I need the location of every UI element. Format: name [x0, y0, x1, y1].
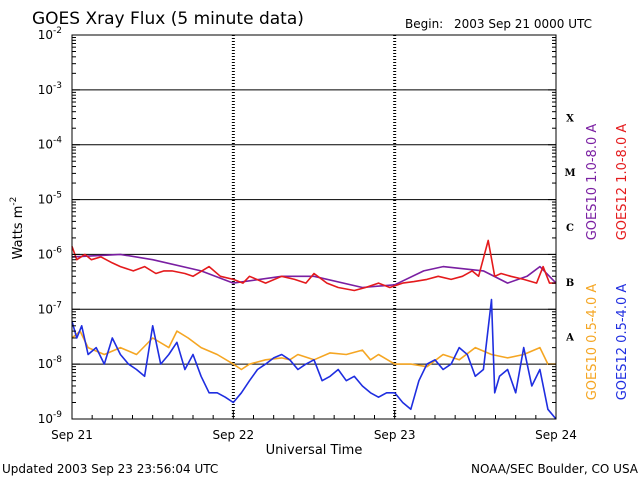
y-tick-base: 10: [38, 83, 53, 97]
flare-class-m: M: [564, 168, 575, 179]
y-tick-label-7: 10-9: [38, 410, 63, 426]
series-line-3: [71, 298, 557, 420]
legend-entry-1: GOES12 1.0-8.0 A: [615, 124, 630, 241]
begin-value: 2003 Sep 21 0000 UTC: [454, 17, 592, 31]
updated-timestamp: Updated 2003 Sep 23 23:56:04 UTC: [2, 462, 218, 476]
x-tick-label-0: Sep 21: [51, 428, 93, 442]
legend: GOES10 1.0-8.0 A GOES12 1.0-8.0 A GOES10 0…: [585, 124, 630, 401]
series-line-1: [71, 239, 556, 292]
flare-class-labels: X M C B A: [564, 113, 575, 343]
y-tick-base: 10: [38, 247, 53, 261]
y-tick-label-0: 10-2: [38, 26, 62, 42]
y-tick-exponent: -8: [53, 355, 62, 365]
y-tick-exponent: -9: [53, 410, 62, 420]
flare-class-a: A: [565, 333, 574, 344]
header: GOES Xray Flux (5 minute data) Begin: 20…: [32, 9, 592, 31]
flare-class-x: X: [566, 113, 574, 124]
y-tick-base: 10: [38, 357, 53, 371]
y-axis-label-group: Watts m-2: [9, 197, 26, 260]
y-tick-exponent: -2: [53, 26, 62, 36]
series-line-0: [71, 253, 557, 289]
footer: Updated 2003 Sep 23 23:56:04 UTC NOAA/SE…: [2, 462, 639, 476]
legend-entry-2: GOES10 0.5-4.0 A: [585, 284, 600, 401]
y-tick-exponent: -6: [53, 245, 62, 255]
y-tick-base: 10: [38, 28, 53, 42]
y-tick-exponent: -4: [53, 136, 62, 146]
y-tick-exponent: -3: [53, 81, 62, 91]
svg-text:Watts m-2: Watts m-2: [9, 197, 26, 260]
legend-entry-3: GOES12 0.5-4.0 A: [615, 284, 630, 401]
y-tick-label-1: 10-3: [38, 81, 62, 97]
grid: [72, 34, 556, 420]
x-tick-label-1: Sep 22: [212, 428, 254, 442]
series-line-2: [71, 330, 556, 371]
y-tick-base: 10: [38, 193, 53, 207]
y-tick-label-2: 10-4: [38, 136, 63, 152]
x-axis-label: Universal Time: [266, 443, 363, 458]
legend-entry-0: GOES10 1.0-8.0 A: [585, 124, 600, 241]
y-tick-exponent: -7: [53, 300, 62, 310]
y-tick-label-6: 10-8: [38, 355, 63, 371]
chart-title: GOES Xray Flux (5 minute data): [32, 9, 304, 29]
y-tick-base: 10: [38, 138, 53, 152]
begin-label: Begin:: [405, 17, 443, 31]
y-axis-label-exponent: -2: [9, 197, 19, 206]
y-tick-label-3: 10-5: [38, 191, 62, 207]
series-group: [71, 239, 557, 420]
y-tick-exponent: -5: [53, 191, 62, 201]
x-tick-label-2: Sep 23: [374, 428, 416, 442]
y-axis: 10-210-310-410-510-610-710-810-9: [38, 26, 556, 426]
y-axis-label: Watts m: [11, 206, 26, 260]
x-tick-label-3: Sep 24: [535, 428, 577, 442]
y-tick-label-5: 10-7: [38, 300, 62, 316]
x-axis: Sep 21 Sep 22 Sep 23 Sep 24: [51, 411, 577, 442]
y-tick-base: 10: [38, 412, 53, 426]
credit-text: NOAA/SEC Boulder, CO USA: [471, 462, 639, 476]
y-tick-base: 10: [38, 302, 53, 316]
y-tick-label-4: 10-6: [38, 245, 63, 261]
flare-class-c: C: [566, 223, 574, 234]
flare-class-b: B: [566, 278, 574, 289]
